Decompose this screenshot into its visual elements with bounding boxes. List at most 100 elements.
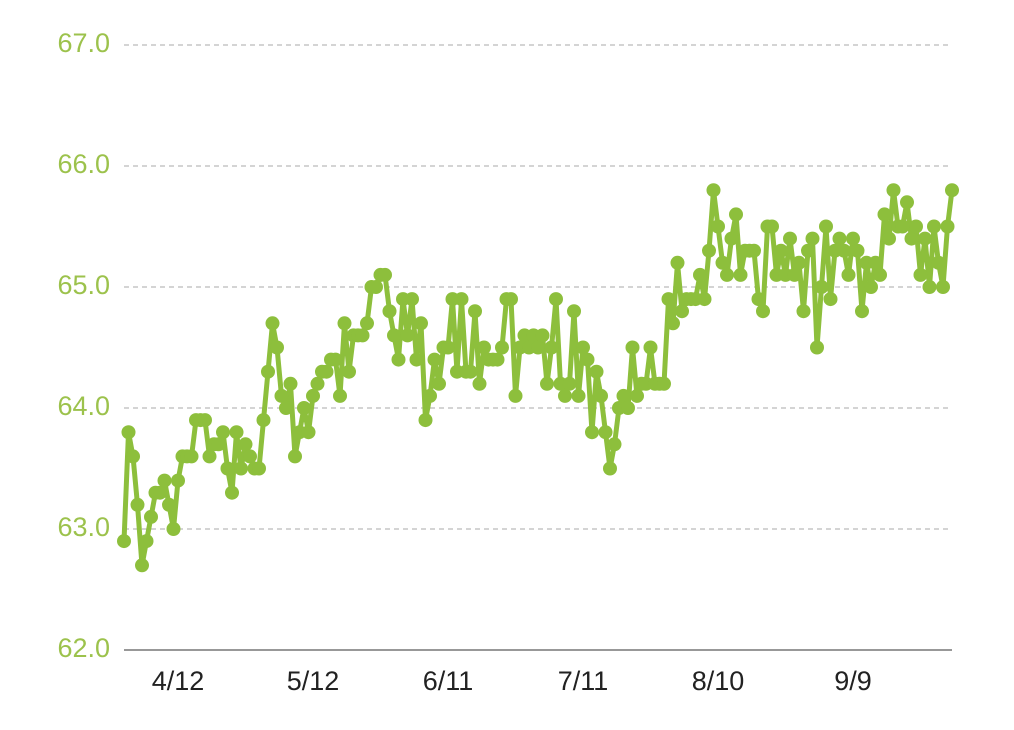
data-point [571, 388, 586, 403]
data-point [319, 364, 334, 379]
data-point [265, 316, 280, 331]
data-point [864, 280, 878, 294]
y-tick-label: 67.0 [57, 28, 110, 58]
y-tick-label: 63.0 [57, 512, 110, 542]
data-point [607, 437, 622, 452]
data-point [792, 255, 806, 270]
x-tick-label: 7/11 [558, 666, 609, 696]
data-point [378, 267, 392, 282]
data-point [261, 364, 275, 379]
data-point [202, 449, 217, 464]
y-tick-label: 64.0 [57, 391, 110, 421]
data-point [256, 413, 271, 428]
data-point [220, 461, 235, 476]
data-point [904, 231, 919, 246]
data-point [661, 292, 676, 307]
data-point [423, 388, 437, 403]
data-point [801, 243, 815, 258]
data-point [387, 328, 401, 343]
data-point [702, 243, 716, 258]
data-point [468, 304, 482, 319]
data-point [895, 219, 910, 234]
data-point [117, 534, 131, 549]
data-point [427, 352, 442, 367]
data-point [796, 304, 811, 319]
data-point [747, 243, 761, 258]
data-point [274, 388, 289, 403]
data-point [166, 522, 181, 536]
data-point [909, 219, 923, 234]
data-point [562, 376, 577, 391]
data-point [666, 316, 680, 331]
data-point [270, 340, 284, 355]
x-tick-label: 8/10 [692, 666, 745, 696]
data-point [940, 219, 955, 234]
data-point [868, 255, 883, 270]
data-point [697, 292, 712, 307]
data-point [787, 267, 802, 282]
data-point [216, 425, 230, 440]
data-point [931, 255, 946, 270]
data-point [598, 425, 613, 440]
data-point [819, 219, 833, 234]
data-point [621, 401, 635, 415]
data-point [211, 437, 226, 452]
data-point [936, 280, 950, 294]
data-point [643, 340, 658, 355]
data-point [288, 449, 302, 464]
data-point [877, 207, 892, 222]
data-point [657, 376, 671, 391]
x-tick-label: 9/9 [834, 666, 872, 696]
data-point [616, 388, 631, 403]
data-point [805, 231, 820, 246]
data-point [837, 243, 851, 258]
data-point [454, 292, 469, 307]
data-point [823, 292, 838, 307]
data-point [229, 425, 244, 440]
data-point [130, 497, 145, 512]
data-point [585, 425, 599, 440]
data-point [409, 352, 424, 367]
data-point [841, 267, 856, 282]
data-point [225, 485, 239, 500]
data-point [873, 267, 887, 282]
data-point [400, 328, 415, 343]
data-point [913, 267, 928, 282]
data-point [328, 352, 343, 367]
data-point [238, 437, 253, 452]
data-point [733, 267, 748, 282]
data-point [927, 219, 941, 234]
data-point [531, 340, 545, 355]
data-point [369, 280, 383, 294]
data-point [567, 304, 581, 319]
y-tick-label: 65.0 [57, 270, 110, 300]
data-point [783, 231, 797, 246]
data-point [580, 352, 595, 367]
data-point [535, 328, 550, 343]
data-point [279, 401, 293, 415]
data-point [495, 340, 509, 355]
data-point [774, 243, 788, 258]
x-tick-label: 4/12 [152, 666, 205, 696]
data-point [382, 304, 397, 319]
data-point [139, 534, 154, 549]
data-point [337, 316, 352, 331]
data-point [144, 509, 158, 524]
data-point [882, 231, 896, 246]
data-point [670, 255, 685, 270]
data-point [504, 292, 518, 307]
data-point [558, 388, 572, 403]
data-point [135, 558, 149, 573]
data-point [756, 304, 770, 319]
weight-line [121, 187, 955, 568]
data-point [283, 376, 298, 391]
data-point [751, 292, 766, 307]
data-point [243, 449, 257, 464]
data-point [306, 388, 320, 403]
data-point [675, 304, 689, 319]
data-point [508, 388, 523, 403]
data-point [477, 340, 491, 355]
data-point [922, 280, 937, 294]
data-point [832, 231, 847, 246]
